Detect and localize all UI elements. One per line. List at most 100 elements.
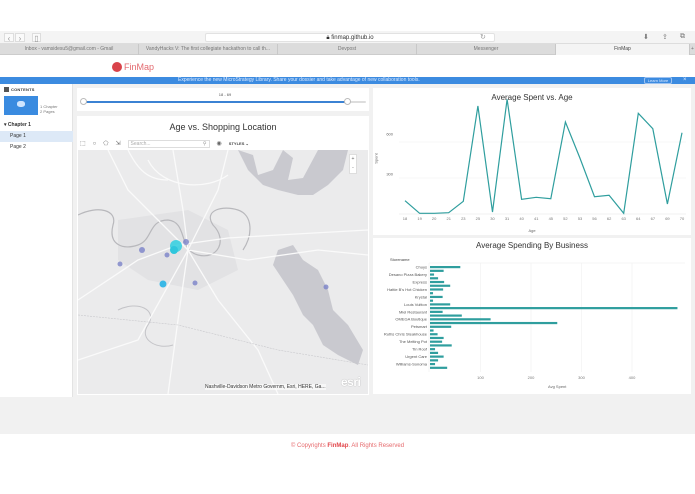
svg-text:OMEGA Boutique: OMEGA Boutique	[395, 317, 427, 322]
bar[interactable]	[430, 351, 439, 354]
bar[interactable]	[430, 295, 443, 299]
bar[interactable]	[430, 355, 444, 358]
age-range-label: 18 - 69	[218, 92, 232, 97]
close-banner-icon[interactable]: ×	[683, 77, 687, 83]
slider-range	[84, 101, 348, 103]
bar-chart[interactable]: 100 200 300 400 Chuys Desano Pizza Bakery Exp…	[373, 238, 691, 394]
bar[interactable]	[430, 340, 443, 343]
bar[interactable]	[430, 277, 439, 280]
search-icon: ⚲	[202, 140, 207, 147]
chapter-item[interactable]: ▾ Chapter 1	[4, 122, 31, 128]
x-axis-label: Age	[528, 228, 536, 233]
svg-text:300: 300	[578, 375, 585, 380]
url-bar[interactable]: 🔒︎ finmap.github.io	[205, 33, 495, 42]
polygon-select-icon[interactable]: ⬠	[103, 141, 109, 147]
bar[interactable]	[430, 299, 434, 302]
share-icon[interactable]: ⇪	[662, 34, 668, 41]
bar[interactable]	[430, 318, 491, 321]
bar[interactable]	[430, 366, 448, 369]
distance-select-icon[interactable]: ⇲	[115, 141, 121, 147]
svg-text:Express: Express	[413, 279, 427, 284]
footer-brand: FinMap	[327, 443, 349, 449]
bar[interactable]	[430, 273, 435, 276]
sidebar-page-1[interactable]: Page 1	[0, 131, 73, 142]
bar[interactable]	[430, 336, 444, 340]
lock-icon: 🔒︎	[326, 35, 332, 41]
bar[interactable]	[430, 348, 436, 351]
sidebar-page-2[interactable]: Page 2	[10, 144, 26, 150]
svg-text:Miel Restaurant: Miel Restaurant	[399, 309, 428, 314]
bar[interactable]	[430, 310, 443, 313]
bar[interactable]	[430, 321, 558, 325]
svg-text:31: 31	[505, 216, 510, 221]
site-logo[interactable]: FinMap	[112, 62, 154, 72]
svg-text:67: 67	[651, 216, 656, 221]
bar[interactable]	[430, 362, 436, 366]
bar[interactable]	[430, 307, 678, 310]
caret-down-icon: ▾	[4, 122, 8, 128]
browser-tab[interactable]: VandyHacks V: The first collegiate hacka…	[139, 44, 278, 55]
svg-text:400: 400	[629, 375, 636, 380]
layers-icon[interactable]: ◉	[216, 141, 222, 147]
bar[interactable]	[430, 292, 434, 295]
bar[interactable]	[430, 314, 462, 317]
bar[interactable]	[430, 266, 461, 269]
bar[interactable]	[430, 288, 444, 291]
svg-text:Petsmart: Petsmart	[411, 324, 428, 329]
dossier-thumbnail[interactable]	[4, 96, 38, 115]
bar[interactable]	[430, 284, 451, 287]
browser-tab-active[interactable]: FinMap	[556, 44, 690, 55]
zoom-out-button[interactable]: -	[352, 165, 354, 171]
reload-icon[interactable]: ↻	[480, 34, 486, 41]
styles-dropdown[interactable]: STYLES ⌄	[228, 141, 249, 146]
svg-text:56: 56	[592, 216, 597, 221]
svg-text:100: 100	[477, 375, 484, 380]
bar[interactable]	[430, 359, 439, 362]
browser-toolbar: ‹ › ▯ 🔒︎ finmap.github.io ↻ ⬇ ⇪ ⧉	[0, 31, 695, 44]
site-header	[0, 56, 695, 78]
zoom-in-button[interactable]: +	[351, 156, 355, 162]
new-tab-button[interactable]: +	[691, 46, 694, 52]
bar[interactable]	[430, 344, 452, 347]
download-icon[interactable]: ⬇	[643, 34, 649, 41]
map-view[interactable]	[78, 150, 368, 394]
age-filter-panel	[77, 88, 369, 111]
browser-tab[interactable]: Messenger	[417, 44, 556, 55]
logo-icon	[112, 62, 122, 72]
back-button[interactable]: ‹	[4, 33, 14, 43]
bar[interactable]	[430, 269, 444, 272]
tabs-overview-icon[interactable]: ⧉	[680, 33, 685, 40]
bar[interactable]	[430, 280, 445, 284]
browser-tab-bar: Inbox - vamsidesu5@gmail.com - Gmail Van…	[0, 44, 695, 55]
browser-tab[interactable]: Inbox - vamsidesu5@gmail.com - Gmail	[0, 44, 139, 55]
bar[interactable]	[430, 303, 451, 306]
map-zoom-control: + -	[349, 154, 357, 174]
circle-select-icon[interactable]: ○	[92, 140, 97, 147]
sidebar-toggle-icon[interactable]: ▯	[32, 33, 41, 43]
bar[interactable]	[430, 333, 438, 336]
map-title: Age vs. Shopping Location	[169, 122, 277, 132]
map-search-input[interactable]: Search... ⚲	[127, 139, 210, 148]
forward-button[interactable]: ›	[15, 33, 25, 43]
svg-text:Louis Vuitton: Louis Vuitton	[404, 302, 427, 307]
svg-text:600: 600	[386, 132, 393, 137]
svg-text:52: 52	[563, 216, 568, 221]
svg-text:30: 30	[490, 216, 495, 221]
bar[interactable]	[430, 329, 434, 332]
browser-tab[interactable]: Devpost	[278, 44, 417, 55]
svg-text:20: 20	[432, 216, 437, 221]
line-chart[interactable]: 18 19 20 21 23 25 30 31 40 41 45 52 53 56 62 63 64 67 69 70…	[373, 88, 691, 235]
svg-text:Chuys: Chuys	[416, 265, 427, 270]
learn-more-button[interactable]: Learn More	[644, 77, 672, 84]
slider-min-handle[interactable]	[80, 98, 87, 105]
svg-text:25: 25	[476, 216, 481, 221]
svg-text:62: 62	[607, 216, 612, 221]
slider-max-handle[interactable]	[344, 98, 351, 105]
contents-header: CONTENTS	[4, 87, 35, 92]
svg-text:300: 300	[386, 172, 393, 177]
line-chart-panel: Average Spent vs. Age 18 19 20 21 23 25 30 31 40…	[373, 88, 691, 235]
bar[interactable]	[430, 325, 452, 328]
svg-text:45: 45	[549, 216, 554, 221]
banner-text: Experience the new MicroStrategy Library…	[178, 77, 420, 83]
rectangle-select-icon[interactable]: ⬚	[80, 141, 86, 147]
